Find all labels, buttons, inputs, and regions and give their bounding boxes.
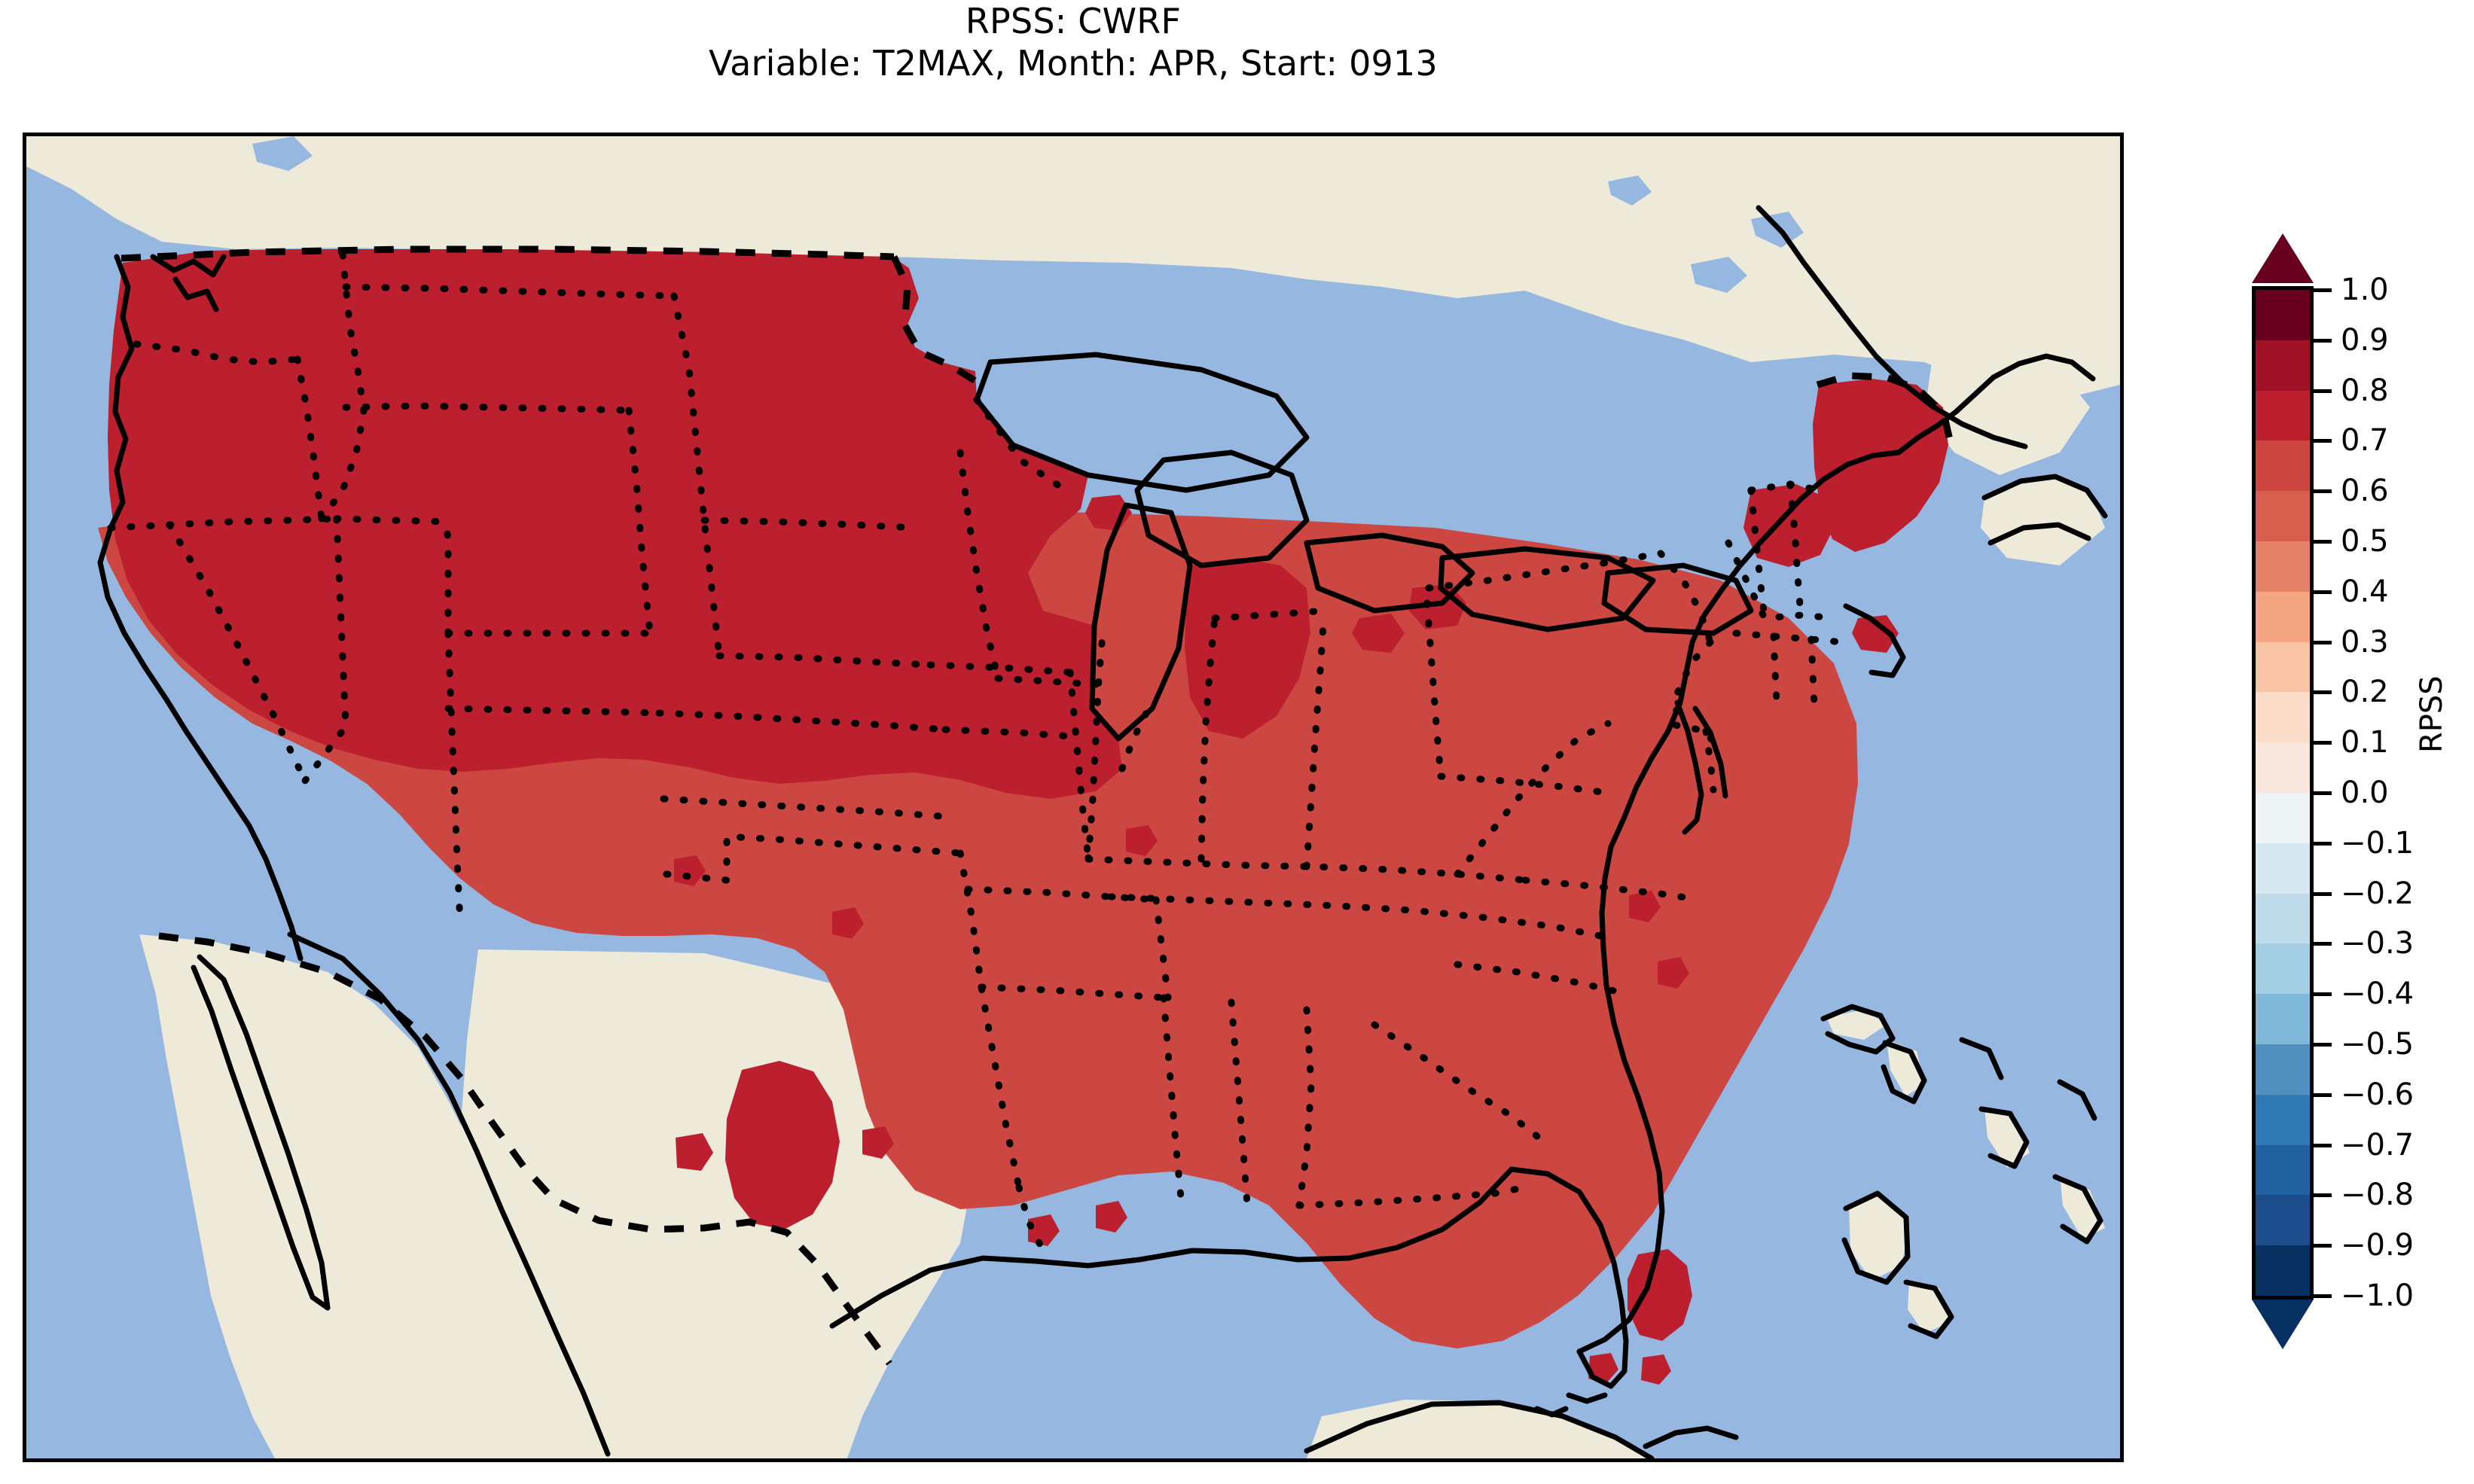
colorbar-gradient[interactable] <box>2252 286 2314 1300</box>
colorbar-segment <box>2256 1094 2310 1145</box>
figure-title: RPSS: CWRF Variable: T2MAX, Month: APR, … <box>0 0 2146 84</box>
colorbar-tick-mark <box>2314 690 2332 695</box>
colorbar-tick-mark <box>2314 841 2332 846</box>
title-primary: RPSS: CWRF <box>965 1 1182 41</box>
colorbar-tick-mark <box>2314 288 2332 292</box>
colorbar-segment <box>2256 491 2310 541</box>
colorbar-tick-label: −0.8 <box>2341 1178 2415 1213</box>
map-plot[interactable] <box>26 136 2120 1458</box>
colorbar-tick-mark <box>2314 1143 2332 1147</box>
colorbar-segment <box>2256 692 2310 743</box>
colorbar-tick-mark <box>2314 590 2332 594</box>
colorbar-segment <box>2256 1044 2310 1095</box>
colorbar-segment <box>2256 290 2310 340</box>
colorbar[interactable]: 1.0 0.9 0.8 0.7 0.6 0.5 0.4 0.3 0.2 0.1 0.0 −0.1 −0.… <box>2250 233 2474 1363</box>
colorbar-segment <box>2256 591 2310 642</box>
colorbar-tick-label: 1.0 <box>2341 273 2389 307</box>
colorbar-tick-label: 0.0 <box>2341 776 2389 810</box>
colorbar-segment <box>2256 1245 2310 1296</box>
colorbar-tick-label: −0.3 <box>2341 926 2415 961</box>
colorbar-tick-mark <box>2314 992 2332 997</box>
colorbar-segment <box>2256 1144 2310 1196</box>
country-border-layer <box>120 245 1955 1366</box>
colorbar-under-arrow <box>2252 1300 2314 1349</box>
colorbar-tick-mark <box>2314 540 2332 544</box>
colorbar-tick-label: 0.3 <box>2341 624 2389 660</box>
colorbar-tick-label: 0.6 <box>2341 474 2389 509</box>
colorbar-segment <box>2256 440 2310 492</box>
colorbar-tick-label: −0.6 <box>2341 1077 2415 1112</box>
colorbar-tick-mark <box>2314 942 2332 946</box>
colorbar-ticks: 1.0 0.9 0.8 0.7 0.6 0.5 0.4 0.3 0.2 0.1 0.0 −0.1 −0.… <box>2250 233 2474 1363</box>
colorbar-segment <box>2256 893 2310 944</box>
colorbar-segment <box>2256 792 2310 843</box>
colorbar-segment <box>2256 742 2310 793</box>
rpss-data-bin-0.7-0.8 <box>108 249 1948 1385</box>
colorbar-segment <box>2256 541 2310 592</box>
colorbar-tick-label: −0.9 <box>2341 1228 2415 1263</box>
colorbar-segment <box>2256 641 2310 693</box>
colorbar-tick-label: 0.1 <box>2341 725 2389 760</box>
colorbar-tick-mark <box>2314 1294 2332 1298</box>
map-axes[interactable] <box>23 133 2124 1462</box>
colorbar-segment <box>2256 994 2310 1044</box>
colorbar-axis-label: RPSS <box>2415 675 2449 753</box>
colorbar-tick-label: −0.2 <box>2341 876 2415 911</box>
colorbar-segment <box>2256 390 2310 441</box>
colorbar-tick-label: 0.8 <box>2341 373 2389 408</box>
colorbar-over-arrow <box>2252 233 2314 283</box>
colorbar-tick-mark <box>2314 1092 2332 1097</box>
title-secondary: Variable: T2MAX, Month: APR, Start: 0913 <box>709 43 1438 84</box>
colorbar-tick-mark <box>2314 891 2332 896</box>
colorbar-tick-mark <box>2314 1193 2332 1198</box>
colorbar-tick-mark <box>2314 1043 2332 1047</box>
colorbar-tick-mark <box>2314 439 2332 443</box>
colorbar-segment <box>2256 340 2310 391</box>
colorbar-tick-mark <box>2314 338 2332 343</box>
colorbar-tick-label: −0.4 <box>2341 977 2415 1012</box>
colorbar-tick-mark <box>2314 640 2332 644</box>
colorbar-tick-label: −0.5 <box>2341 1027 2415 1062</box>
colorbar-segment <box>2256 843 2310 894</box>
colorbar-tick-label: 0.4 <box>2341 574 2389 609</box>
colorbar-tick-label: −0.7 <box>2341 1127 2415 1163</box>
colorbar-tick-label: 0.7 <box>2341 423 2389 459</box>
colorbar-tick-mark <box>2314 791 2332 795</box>
colorbar-tick-mark <box>2314 741 2332 745</box>
colorbar-tick-label: −0.1 <box>2341 825 2415 861</box>
colorbar-tick-label: 0.5 <box>2341 524 2389 559</box>
colorbar-tick-label: −1.0 <box>2341 1278 2415 1313</box>
colorbar-tick-mark <box>2314 489 2332 494</box>
colorbar-segment <box>2256 943 2310 995</box>
coastline-layer <box>97 205 2108 1458</box>
colorbar-tick-label: 0.9 <box>2341 322 2389 358</box>
colorbar-tick-mark <box>2314 1244 2332 1248</box>
state-border-layer <box>107 250 1847 1251</box>
colorbar-tick-mark <box>2314 389 2332 393</box>
colorbar-tick-label: 0.2 <box>2341 675 2389 710</box>
colorbar-segment <box>2256 1195 2310 1246</box>
